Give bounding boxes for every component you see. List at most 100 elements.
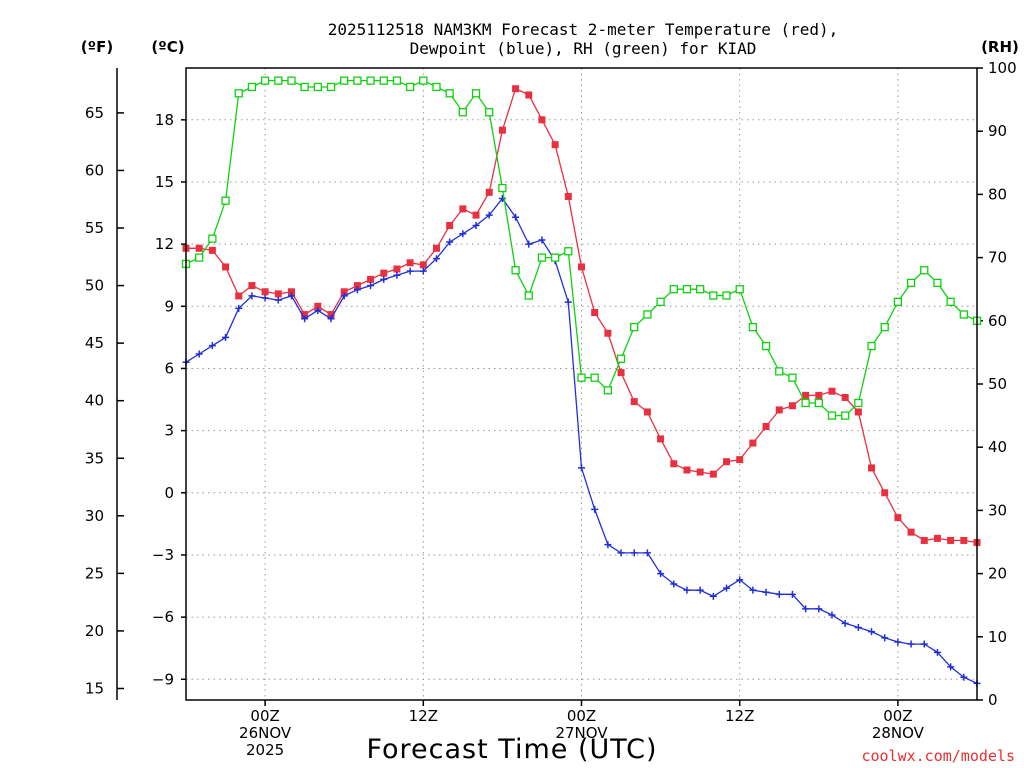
dewpoint-point [340,292,348,300]
temperature-point [551,141,559,149]
celsius-tick-label: −3 [152,546,174,564]
rh-point [313,82,322,92]
temperature-point [208,246,216,254]
dewpoint-point [854,623,862,631]
rh-point [537,253,547,262]
dewpoint-point [564,298,572,306]
dewpoint-point [920,640,928,648]
dewpoint-point [485,211,493,219]
dewpoint-point [432,255,440,263]
x-axis-title: Forecast Time (UTC) [366,734,657,765]
rh-point [722,291,731,300]
rh-point [630,322,639,332]
dewpoint-point [868,628,876,636]
x-tick-label: 00Z [250,707,279,725]
dewpoint-point [617,549,625,557]
temperature-point [380,269,388,277]
temperature-point [617,369,625,377]
rh-point [247,82,257,92]
dewpoint-point [591,505,599,513]
dewpoint-point [235,304,243,312]
celsius-tick-label: 12 [155,235,174,253]
temperature-point [525,91,533,99]
rh-series [181,76,982,420]
rh-point [669,285,678,294]
fahrenheit-tick-label: 20 [85,622,104,640]
gridlines [186,68,977,700]
x-tick-label: 12Z [409,707,438,725]
temperature-point [709,470,717,478]
temperature-point [670,460,678,468]
dewpoint-point [195,350,203,358]
dewpoint-point [841,619,849,627]
rh-point [392,76,402,85]
rh-point [432,82,441,92]
temperature-point [367,275,375,283]
rh-point [603,386,613,395]
celsius-tick-label: 18 [155,111,174,129]
rh-point [893,297,903,306]
plot-frame [185,67,978,701]
temperature-point [446,221,454,229]
temperature-series [182,85,981,547]
temperature-point [828,387,836,395]
rh-point [735,285,744,294]
dewpoint-point [788,590,796,598]
dewpoint-point [301,315,309,323]
temperature-point [854,408,862,416]
rh-point [946,297,955,306]
rh-point [260,76,270,85]
rh-tick-label: 30 [988,501,1007,519]
dewpoint-point [208,342,216,350]
rh-point [577,373,586,382]
dewpoint-point [222,333,230,341]
dewpoint-point [749,586,757,594]
x-tick-label: 28NOV [872,724,925,742]
temperature-point [775,406,783,414]
rh-point [340,76,349,85]
temperature-point [604,329,612,337]
rh-tick-label: 50 [988,375,1007,393]
temperature-point [340,288,348,296]
dewpoint-point [894,638,902,646]
rh-tick-label: 0 [988,691,998,709]
temperature-point [327,311,335,319]
rh-point [234,89,243,98]
dewpoint-point [696,586,704,594]
rh-point [353,76,362,85]
rh-point [814,398,823,408]
rh-point [419,76,428,85]
temperature-point [947,536,955,544]
temperature-point [459,205,467,213]
dewpoint-point [314,306,322,314]
rh-point [682,285,692,294]
rh-point [590,373,599,382]
dewpoint-point [274,296,282,304]
rh-point [458,108,468,117]
rh-point [405,82,415,92]
x-tick-label: 12Z [725,707,754,725]
rh-tick-label: 70 [988,249,1007,267]
dewpoint-point [828,611,836,619]
temperature-point [591,309,599,317]
rh-unit-label: (RH) [981,38,1019,56]
fahrenheit-tick-label: 15 [85,679,104,697]
temperature-point [301,311,309,319]
rh-point [788,373,797,382]
dewpoint-point [380,275,388,283]
dewpoint-point [709,592,717,600]
dewpoint-point [406,267,414,275]
temperature-point [564,192,572,200]
dewpoint-point [657,570,665,578]
dewpoint-point [419,267,427,275]
dewpoint-point [538,236,546,244]
dewpoint-point [261,294,269,302]
rh-point [696,285,705,294]
temperature-point [683,466,691,474]
temperature-point [696,468,704,476]
temperature-point [287,288,295,296]
temperature-point [393,265,401,273]
rh-point [366,76,375,85]
fahrenheit-tick-label: 30 [85,507,104,525]
